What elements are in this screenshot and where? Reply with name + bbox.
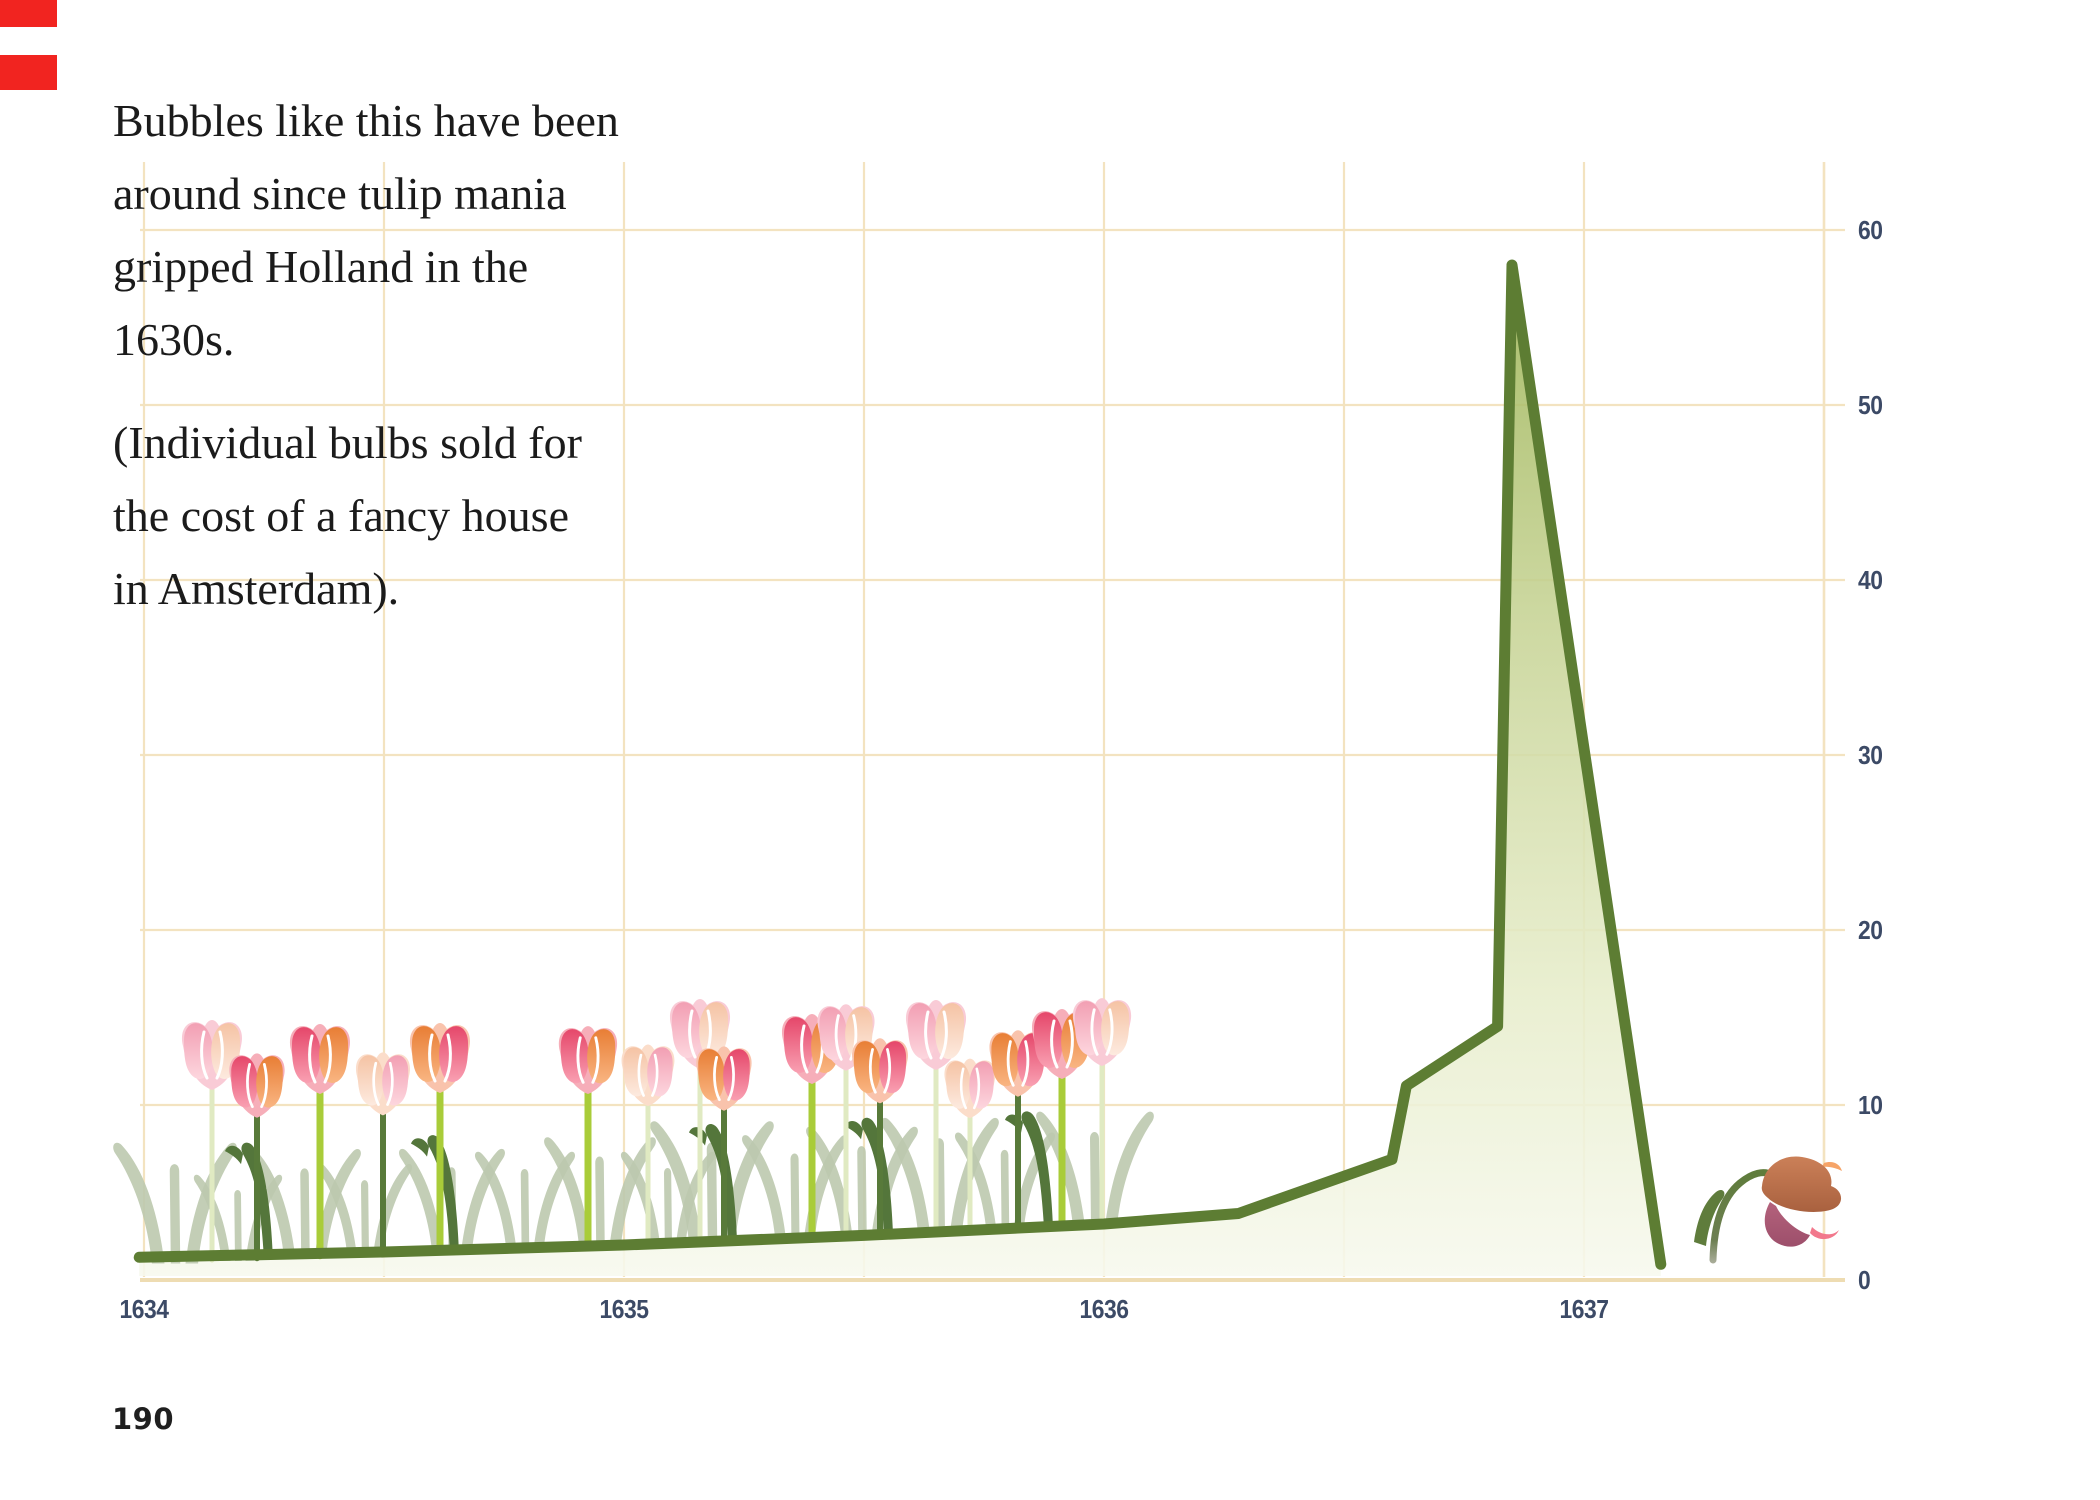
caption-paragraph-1: Bubbles like this have been around since… [113, 84, 619, 376]
x-tick-label: 1637 [1559, 1296, 1608, 1325]
caption-text: Bubbles like this have been around since… [113, 84, 619, 625]
wilted-tulip-icon [1694, 1156, 1842, 1264]
tulip-flower-icon [227, 1051, 287, 1120]
leaf-clump-icon [1036, 1111, 1154, 1227]
caption-line: Bubbles like this have been [113, 95, 619, 146]
tulip-flower-icon [904, 998, 968, 1072]
y-tick-label: 50 [1858, 392, 1883, 421]
x-tick-label: 1635 [599, 1296, 648, 1325]
leaf-clump-icon [113, 1142, 237, 1264]
tulip-flower-icon [620, 1043, 676, 1108]
tulip-flower-icon [850, 1036, 910, 1105]
caption-line: the cost of a fancy house [113, 490, 570, 541]
price-area [139, 265, 1661, 1276]
caption-line: in Amsterdam). [113, 563, 400, 614]
tulip-flower-icon [557, 1024, 619, 1096]
tulip-flower-icon [288, 1022, 352, 1096]
tulip-flower-icon [943, 1057, 997, 1120]
red-corner-mark-bottom [0, 55, 57, 90]
tulip-flower-icon [408, 1021, 472, 1095]
y-tick-label: 40 [1858, 567, 1883, 596]
dark-leaf-icon [845, 1117, 893, 1234]
price-line [133, 259, 1667, 1270]
caption-paragraph-2: (Individual bulbs sold for the cost of a… [113, 406, 619, 625]
tulip-row [113, 996, 1154, 1264]
y-tick-label: 60 [1858, 217, 1883, 246]
caption-line: 1630s. [113, 314, 235, 365]
y-tick-label: 20 [1858, 917, 1883, 946]
page-number: 190 [112, 1402, 175, 1436]
x-tick-label: 1636 [1079, 1296, 1128, 1325]
caption-line: gripped Holland in the [113, 241, 529, 292]
tulip-flower-icon [694, 1044, 754, 1113]
x-tick-label: 1634 [119, 1296, 169, 1325]
red-corner-mark-top [0, 0, 57, 27]
caption-line: around since tulip mania [113, 168, 567, 219]
y-tick-label: 0 [1858, 1267, 1870, 1296]
y-tick-label: 10 [1858, 1092, 1883, 1121]
caption-line: (Individual bulbs sold for [113, 417, 582, 468]
y-tick-label: 30 [1858, 742, 1883, 771]
area-fill [139, 265, 1661, 1276]
price-curve [133, 259, 1667, 1270]
